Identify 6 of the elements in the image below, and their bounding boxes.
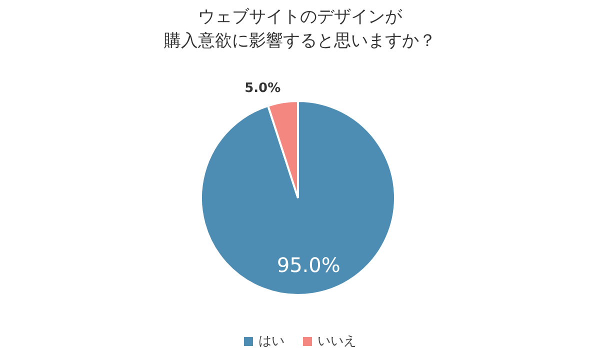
pie-slice <box>200 100 396 296</box>
legend-label: いいえ <box>316 333 356 350</box>
data-label: 5.0% <box>244 80 281 96</box>
chart-title: ウェブサイトのデザインが購入意欲に影響すると思いますか？ <box>164 7 436 51</box>
legend-label: はい <box>258 333 284 350</box>
data-label: 95.0% <box>276 253 340 278</box>
